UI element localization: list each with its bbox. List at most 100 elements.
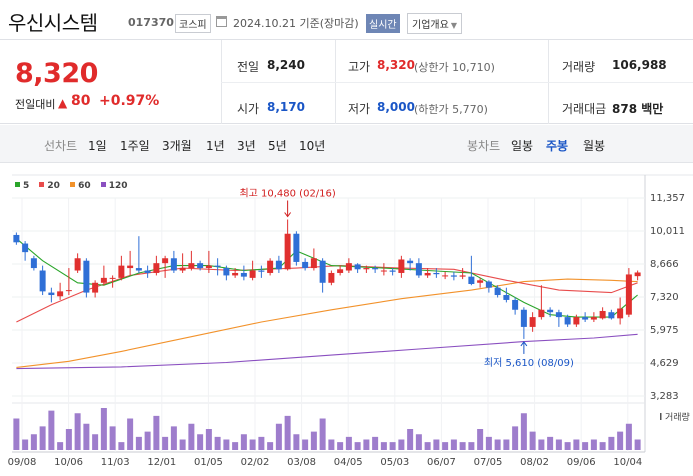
candle-body bbox=[547, 309, 554, 313]
volume-bar bbox=[22, 439, 29, 450]
volume-bar bbox=[170, 426, 177, 450]
candle-body bbox=[57, 291, 64, 297]
volume-bar bbox=[205, 429, 212, 450]
candle-body bbox=[354, 264, 361, 270]
volume-bar bbox=[345, 436, 352, 450]
candle-body bbox=[162, 258, 169, 264]
volume-bar bbox=[608, 436, 615, 450]
candle-body bbox=[555, 312, 562, 318]
low-label: 저가 bbox=[348, 102, 371, 116]
candle-body bbox=[442, 275, 449, 277]
volume-bar bbox=[30, 434, 37, 450]
candle-body bbox=[617, 308, 624, 319]
volume-bar bbox=[398, 439, 405, 450]
x-tick-label: 03/08 bbox=[287, 457, 316, 468]
volume-bar bbox=[372, 436, 379, 450]
candle-weekly[interactable]: 주봉 bbox=[546, 139, 569, 153]
candle-monthly[interactable]: 월봉 bbox=[583, 139, 606, 153]
stock-code: 017370 bbox=[128, 16, 174, 29]
candle-body bbox=[109, 277, 116, 279]
candle-body bbox=[337, 269, 344, 273]
candle-daily[interactable]: 일봉 bbox=[511, 139, 534, 153]
volume-bar bbox=[284, 415, 291, 450]
candle-body bbox=[345, 263, 352, 271]
x-tick-label: 12/01 bbox=[147, 457, 176, 468]
volume-bar bbox=[39, 426, 46, 450]
volume-bar bbox=[275, 423, 282, 450]
candle-body bbox=[634, 272, 641, 277]
candle-body bbox=[197, 263, 204, 269]
volume-bar bbox=[310, 431, 317, 450]
volume-bar bbox=[433, 439, 440, 450]
x-tick-label: 04/05 bbox=[334, 457, 363, 468]
candle-body bbox=[249, 270, 256, 278]
period-3y[interactable]: 3년 bbox=[237, 139, 256, 153]
candle-body bbox=[83, 260, 90, 293]
amount-value: 878 백만 bbox=[612, 102, 664, 116]
x-tick-label: 08/02 bbox=[520, 457, 549, 468]
volume-bar bbox=[144, 431, 151, 450]
volume-bar bbox=[407, 429, 414, 450]
y-tick-label: 5,975 bbox=[650, 325, 679, 336]
volume-value: 106,988 bbox=[612, 58, 667, 72]
realtime-button[interactable]: 실시간 bbox=[366, 14, 400, 33]
company-overview-button[interactable]: 기업개요 ▼ bbox=[407, 13, 462, 34]
y-tick-label: 4,629 bbox=[650, 358, 679, 369]
chart-axes: 11,357 10,011 8,666 7,320 5,975 4,629 3,283 09/… bbox=[8, 193, 690, 468]
candle-body bbox=[564, 317, 571, 325]
x-tick-label: 10/04 bbox=[613, 457, 642, 468]
stock-header: 우신시스템 017370 코스피 2024.10.21 기준(장마감) 실시간 … bbox=[0, 0, 693, 40]
volume-axis-icon bbox=[660, 413, 662, 420]
ma5-line bbox=[16, 238, 638, 318]
volume-bar bbox=[547, 436, 554, 450]
volume-bar bbox=[590, 439, 597, 450]
row-divider bbox=[221, 82, 693, 83]
ma120-line bbox=[16, 333, 638, 370]
chart-grid bbox=[12, 174, 693, 453]
period-1w[interactable]: 1주일 bbox=[120, 139, 150, 153]
candle-body bbox=[424, 272, 431, 276]
legend-swatch bbox=[15, 182, 20, 187]
candle-body bbox=[214, 265, 221, 267]
volume-bar bbox=[354, 442, 361, 450]
volume-bar bbox=[485, 436, 492, 450]
volume-bar bbox=[179, 439, 186, 450]
candle-body bbox=[485, 281, 492, 288]
volume-bar bbox=[109, 426, 116, 450]
volume-bar bbox=[442, 442, 449, 450]
line-chart-label: 선차트 bbox=[44, 139, 78, 153]
volume-label: 거래량 bbox=[562, 60, 596, 74]
x-tick-label: 10/06 bbox=[54, 457, 83, 468]
candle-body bbox=[13, 234, 20, 243]
candle-body bbox=[590, 317, 597, 320]
change-value: 80 bbox=[71, 93, 91, 109]
period-1d[interactable]: 1일 bbox=[88, 139, 107, 153]
candle-body bbox=[459, 275, 466, 277]
candle-body bbox=[389, 270, 396, 272]
period-3m[interactable]: 3개월 bbox=[162, 139, 192, 153]
candle-body bbox=[284, 233, 291, 270]
volume-bar bbox=[258, 436, 265, 450]
volume-bar bbox=[319, 418, 326, 450]
period-1y[interactable]: 1년 bbox=[206, 139, 225, 153]
ma60-line bbox=[16, 278, 638, 368]
volume-bar bbox=[232, 442, 239, 450]
low-value: 8,000 bbox=[377, 100, 415, 114]
volume-bar bbox=[240, 434, 247, 450]
volume-bar bbox=[118, 442, 125, 450]
volume-bar bbox=[415, 434, 422, 450]
candle-body bbox=[240, 272, 247, 277]
candle-body bbox=[127, 265, 134, 269]
volume-bar bbox=[48, 410, 55, 450]
high-label: 고가 bbox=[348, 60, 371, 74]
volume-bar bbox=[573, 439, 580, 450]
period-10y[interactable]: 10년 bbox=[299, 139, 326, 153]
volume-bar bbox=[625, 423, 632, 450]
period-5y[interactable]: 5년 bbox=[268, 139, 287, 153]
ma20-line bbox=[16, 265, 638, 323]
low-arrow-head bbox=[520, 341, 528, 347]
volume-bar bbox=[65, 429, 72, 450]
x-tick-label: 07/05 bbox=[474, 457, 503, 468]
high-arrow-head bbox=[284, 212, 292, 218]
